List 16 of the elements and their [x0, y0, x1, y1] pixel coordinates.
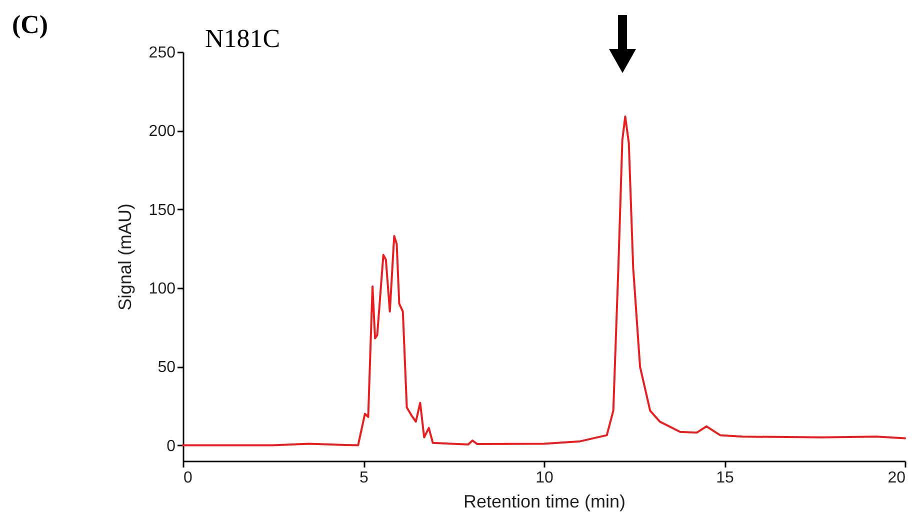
- y-tick-label: 150: [148, 202, 176, 219]
- y-tick-label: 200: [148, 123, 176, 140]
- y-tick-label: 100: [148, 280, 176, 298]
- x-tick-label: 0: [184, 470, 192, 486]
- x-tick-label: 20: [888, 470, 906, 486]
- x-axis-title: Retention time (min): [463, 492, 626, 512]
- x-tick-label: 15: [716, 470, 734, 486]
- chart-title: N181C: [205, 24, 280, 54]
- y-tick-label: 50: [158, 359, 176, 376]
- x-tick-label: 10: [536, 470, 554, 486]
- x-tick-label: 5: [360, 470, 369, 486]
- text: (C): [12, 10, 48, 40]
- line-series: [182, 115, 906, 446]
- y-tick-label: 0: [166, 438, 176, 455]
- y-tick-label: 250: [148, 44, 176, 62]
- y-axis-title: Signal (mAU): [114, 203, 135, 311]
